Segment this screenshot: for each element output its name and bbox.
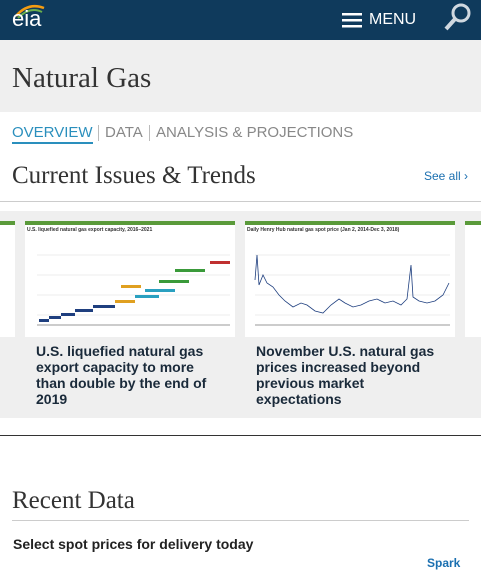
divider <box>0 435 481 436</box>
search-icon[interactable] <box>442 2 474 32</box>
title-band <box>0 40 481 112</box>
tab[interactable]: OVERVIEW <box>12 124 93 144</box>
page-title: Natural Gas <box>12 62 152 94</box>
logo-swoosh <box>15 5 45 19</box>
menu-button[interactable]: MENU <box>369 11 417 28</box>
spark-link[interactable]: Spark <box>427 556 461 570</box>
thumbnail-chart <box>37 254 230 326</box>
thumbnail-title: Daily Henry Hub natural gas spot price (… <box>247 227 400 233</box>
thumbnail-title: U.S. liquefied natural gas export capaci… <box>27 227 153 233</box>
section-heading: Recent Data <box>12 487 135 514</box>
card-partial[interactable] <box>0 221 15 337</box>
divider <box>0 201 481 202</box>
tab-separator <box>98 125 99 141</box>
thumbnail-chart <box>254 254 450 326</box>
tab[interactable]: DATA <box>105 124 143 141</box>
menu-icon[interactable] <box>342 12 364 28</box>
card-caption[interactable]: November U.S. natural gas prices increas… <box>256 343 435 407</box>
tab-separator <box>149 125 150 141</box>
card-thumbnail[interactable]: U.S. liquefied natural gas export capaci… <box>25 221 235 337</box>
logo[interactable]: eia <box>12 6 42 31</box>
divider <box>12 520 469 521</box>
tab[interactable]: ANALYSIS & PROJECTIONS <box>156 124 354 141</box>
card-partial[interactable] <box>465 221 481 337</box>
card-caption[interactable]: U.S. liquefied natural gas export capaci… <box>36 343 207 407</box>
subheading: Select spot prices for delivery today <box>13 536 254 552</box>
header: eia MENU <box>0 0 481 40</box>
section-heading: Current Issues & Trends <box>12 162 256 189</box>
see-all-link[interactable]: See all › <box>424 169 469 183</box>
card-thumbnail[interactable]: Daily Henry Hub natural gas spot price (… <box>245 221 455 337</box>
